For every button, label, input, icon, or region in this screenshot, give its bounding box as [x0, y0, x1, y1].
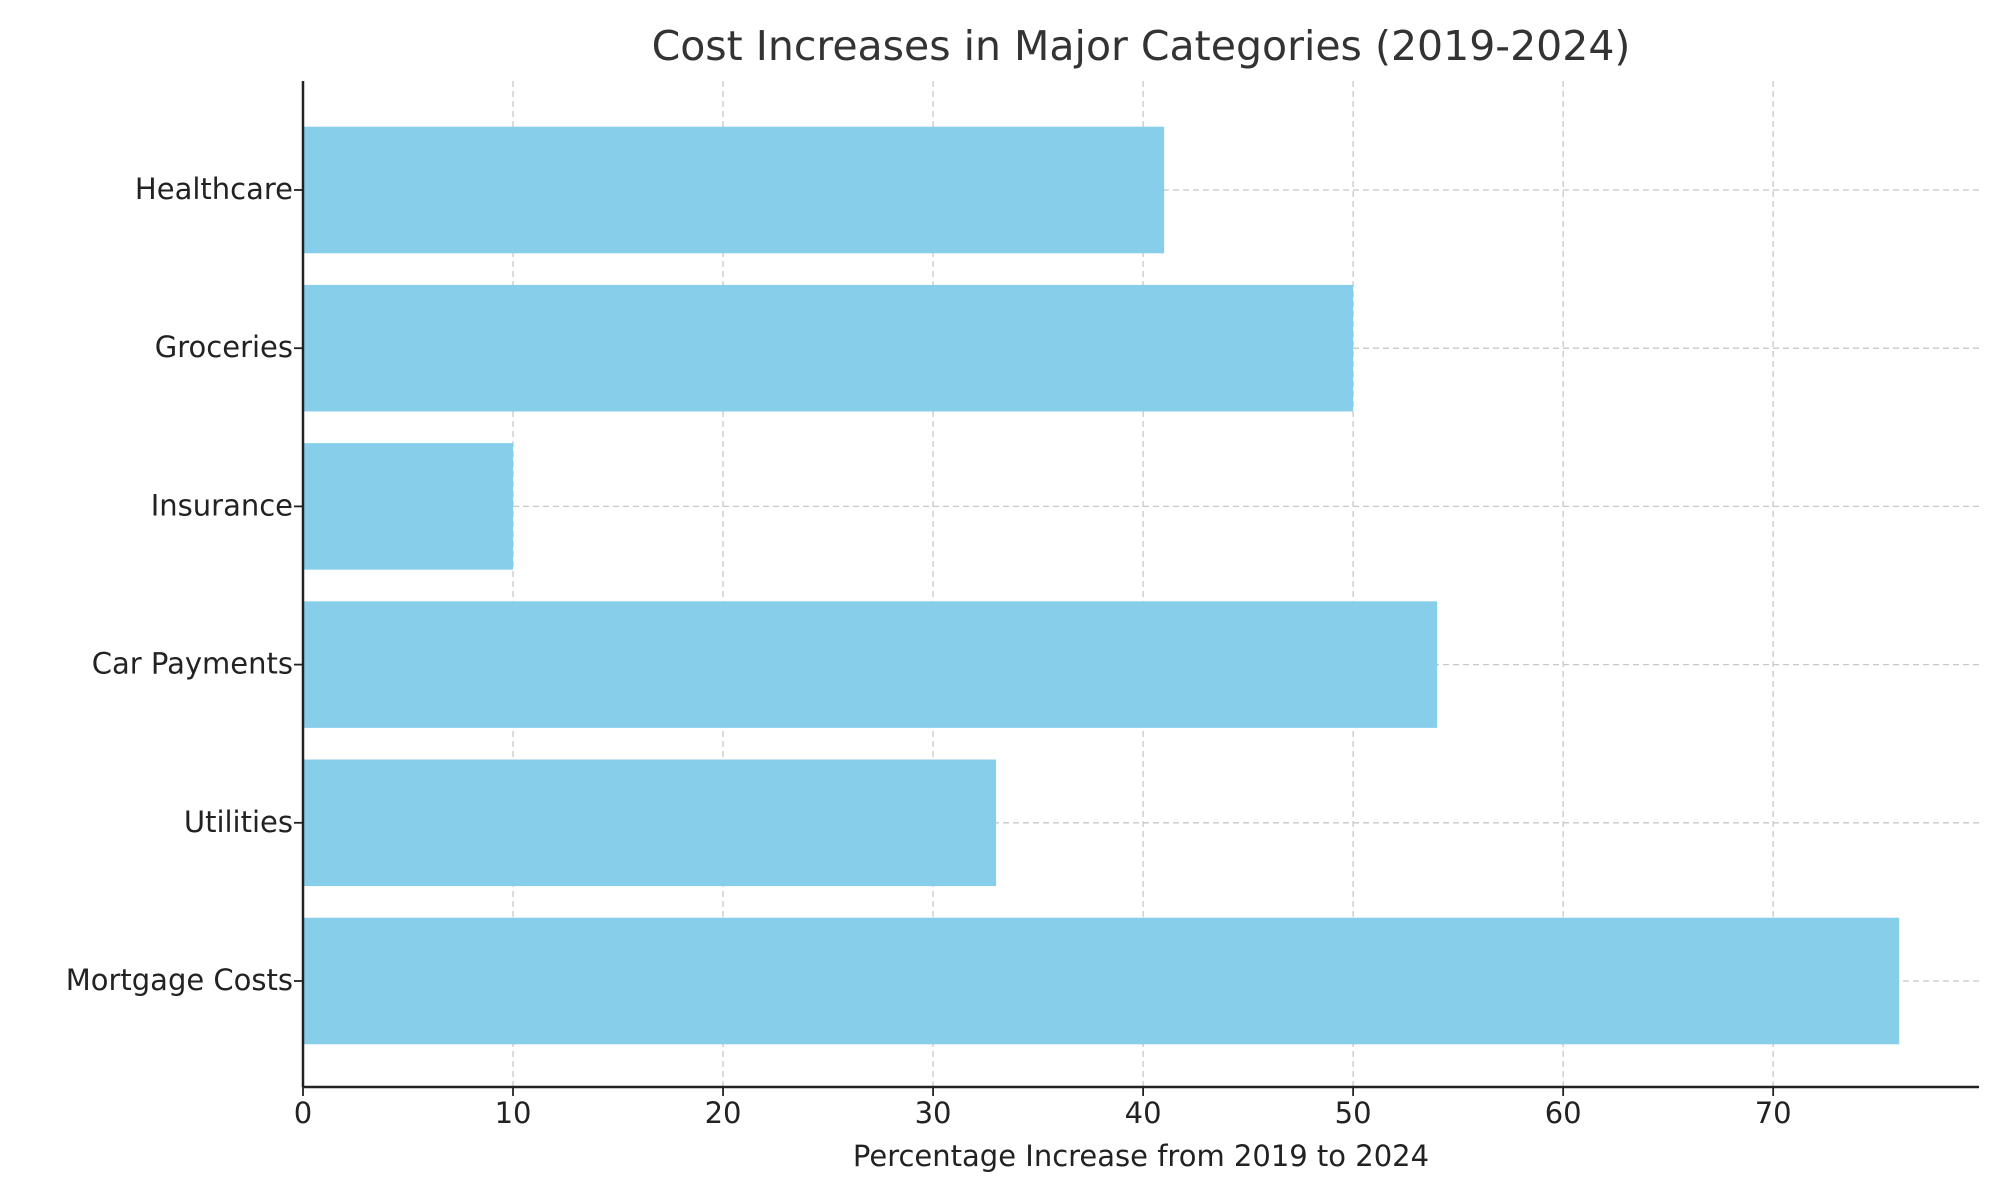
y-tick-label: Car Payments: [92, 647, 293, 681]
bar: [303, 284, 1354, 412]
bar: [303, 917, 1900, 1045]
y-tick-label: Insurance: [151, 488, 293, 522]
y-tick-label: Utilities: [184, 805, 293, 839]
x-tick-label: 60: [1545, 1096, 1582, 1130]
bar: [303, 601, 1438, 728]
y-tick-label: Healthcare: [135, 172, 293, 206]
y-tick-label: Groceries: [155, 330, 293, 364]
y-tick-label: Mortgage Costs: [66, 963, 293, 997]
bar: [303, 759, 997, 887]
x-axis-label: Percentage Increase from 2019 to 2024: [853, 1139, 1429, 1173]
x-tick-label: 70: [1755, 1096, 1792, 1130]
x-tick-label: 0: [294, 1096, 312, 1130]
bar: [303, 126, 1165, 254]
chart-title: Cost Increases in Major Categories (2019…: [652, 22, 1631, 70]
x-tick-label: 50: [1335, 1096, 1372, 1130]
x-tick-label: 10: [495, 1096, 532, 1130]
x-tick-label: 30: [915, 1096, 952, 1130]
x-tick-label: 20: [705, 1096, 742, 1130]
x-tick-label: 40: [1125, 1096, 1162, 1130]
bar: [303, 443, 514, 570]
